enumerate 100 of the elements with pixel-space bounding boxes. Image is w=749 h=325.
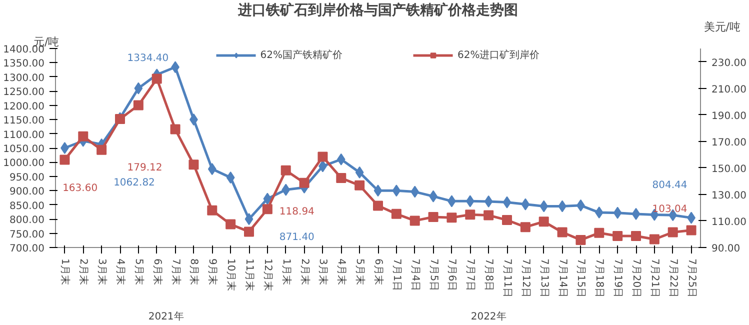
point <box>262 204 272 214</box>
x-tick-label: 7月7日 <box>464 258 476 292</box>
point <box>521 198 530 210</box>
data-label: 118.94 <box>279 206 314 218</box>
y2-tick-label: 190.00 <box>712 110 746 122</box>
point <box>613 206 622 219</box>
x-tick-label: 12月末 <box>262 258 274 292</box>
point <box>60 154 70 165</box>
x-tick-label: 7月13日 <box>538 258 550 298</box>
y2-tick-label: 210.00 <box>712 84 746 96</box>
point <box>336 153 346 166</box>
point <box>282 184 290 196</box>
y2-tick-label: 170.00 <box>712 137 746 148</box>
point <box>538 216 549 227</box>
x-tick-label: 7月12日 <box>520 258 531 298</box>
point <box>502 215 512 226</box>
point <box>188 160 199 170</box>
point <box>207 205 218 216</box>
x-tick-label: 6月末 <box>151 258 164 285</box>
x-tick-label: 2月末 <box>298 258 311 285</box>
data-label: 103.04 <box>652 204 688 216</box>
x-tick-label: 2月末 <box>78 258 90 285</box>
point <box>392 184 401 197</box>
point <box>355 166 364 178</box>
y2-tick-label: 90.00 <box>712 244 740 254</box>
y-tick-label: 900.00 <box>10 186 45 198</box>
x-tick-label: 7月21日 <box>648 258 660 298</box>
point <box>244 226 254 237</box>
point <box>410 216 420 226</box>
x-tick-label: 1月末 <box>59 258 72 285</box>
y-tick-label: 1250.00 <box>3 87 45 98</box>
point <box>557 227 568 238</box>
x-tick-label: 1月末 <box>280 258 292 285</box>
point <box>612 230 623 241</box>
x-tick-label: 4月末 <box>336 258 348 285</box>
point <box>299 178 310 188</box>
point <box>133 100 144 110</box>
x-tick-label: 7月11日 <box>502 258 512 298</box>
x-tick-label: 5月末 <box>354 258 366 285</box>
point <box>668 227 678 238</box>
point <box>280 165 291 176</box>
point <box>60 142 69 154</box>
point <box>318 152 328 162</box>
point <box>374 184 382 197</box>
point <box>226 172 235 184</box>
x-tick-label: 7月22日 <box>667 258 678 298</box>
y-tick-label: 750.00 <box>10 229 45 240</box>
x-tick-label: 7月18日 <box>594 258 605 298</box>
x-tick-label: 7月15日 <box>575 258 586 298</box>
data-label: 163.60 <box>62 182 98 194</box>
point <box>465 210 476 220</box>
data-label: 1062.82 <box>114 177 155 188</box>
x-tick-label: 10月末 <box>225 258 238 292</box>
point <box>484 210 494 220</box>
point <box>540 200 548 212</box>
legend-label: 62%进口矿到岸价 <box>458 48 540 62</box>
point <box>484 195 493 208</box>
y-tick-label: 950.00 <box>10 172 45 184</box>
data-label: 179.12 <box>127 162 162 174</box>
y2-tick-label: 110.00 <box>712 216 746 228</box>
chart-title: 进口铁矿石到岸价格与国产铁精矿价格走势图 <box>237 2 518 18</box>
point <box>594 206 604 219</box>
point <box>208 163 216 176</box>
point <box>649 234 660 244</box>
point <box>686 225 696 236</box>
y-tick-label: 850.00 <box>10 200 45 212</box>
point <box>410 186 420 198</box>
data-label: 804.44 <box>652 180 688 191</box>
y-tick-label: 1300.00 <box>3 72 45 84</box>
point <box>226 219 236 230</box>
point <box>354 180 365 190</box>
point <box>466 195 474 208</box>
y-tick-label: 1200.00 <box>3 101 45 112</box>
point <box>373 200 383 211</box>
y2-tick-label: 150.00 <box>712 164 746 175</box>
y-tick-label: 800.00 <box>10 215 45 226</box>
point <box>631 230 641 241</box>
y2-tick-label: 130.00 <box>712 190 746 202</box>
point <box>632 208 640 220</box>
y-tick-label: 700.00 <box>10 244 45 254</box>
point <box>502 196 512 208</box>
x-tick-label: 8月末 <box>188 258 200 285</box>
x-tick-label: 7月14日 <box>556 258 568 298</box>
point <box>446 212 457 223</box>
x-tick-label: 6月末 <box>372 258 384 285</box>
x-tick-label: 7月1日 <box>390 258 402 292</box>
x-tick-label: 3月末 <box>317 258 330 285</box>
x-tick-label: 11月末 <box>244 258 256 292</box>
x-tick-label: 4月末 <box>114 258 126 285</box>
x-tick-label: 7月4日 <box>409 258 420 292</box>
x-tick-label: 5月末 <box>132 258 145 285</box>
y-tick-label: 1150.00 <box>3 116 45 127</box>
point <box>152 74 162 84</box>
x-tick-label: 7月8日 <box>483 258 494 292</box>
point <box>336 172 346 183</box>
text: 2022年 <box>470 310 506 322</box>
x-tick-label: 7月20日 <box>630 258 642 298</box>
point <box>96 144 107 155</box>
point <box>244 213 254 226</box>
data-label: 1334.40 <box>127 53 169 64</box>
